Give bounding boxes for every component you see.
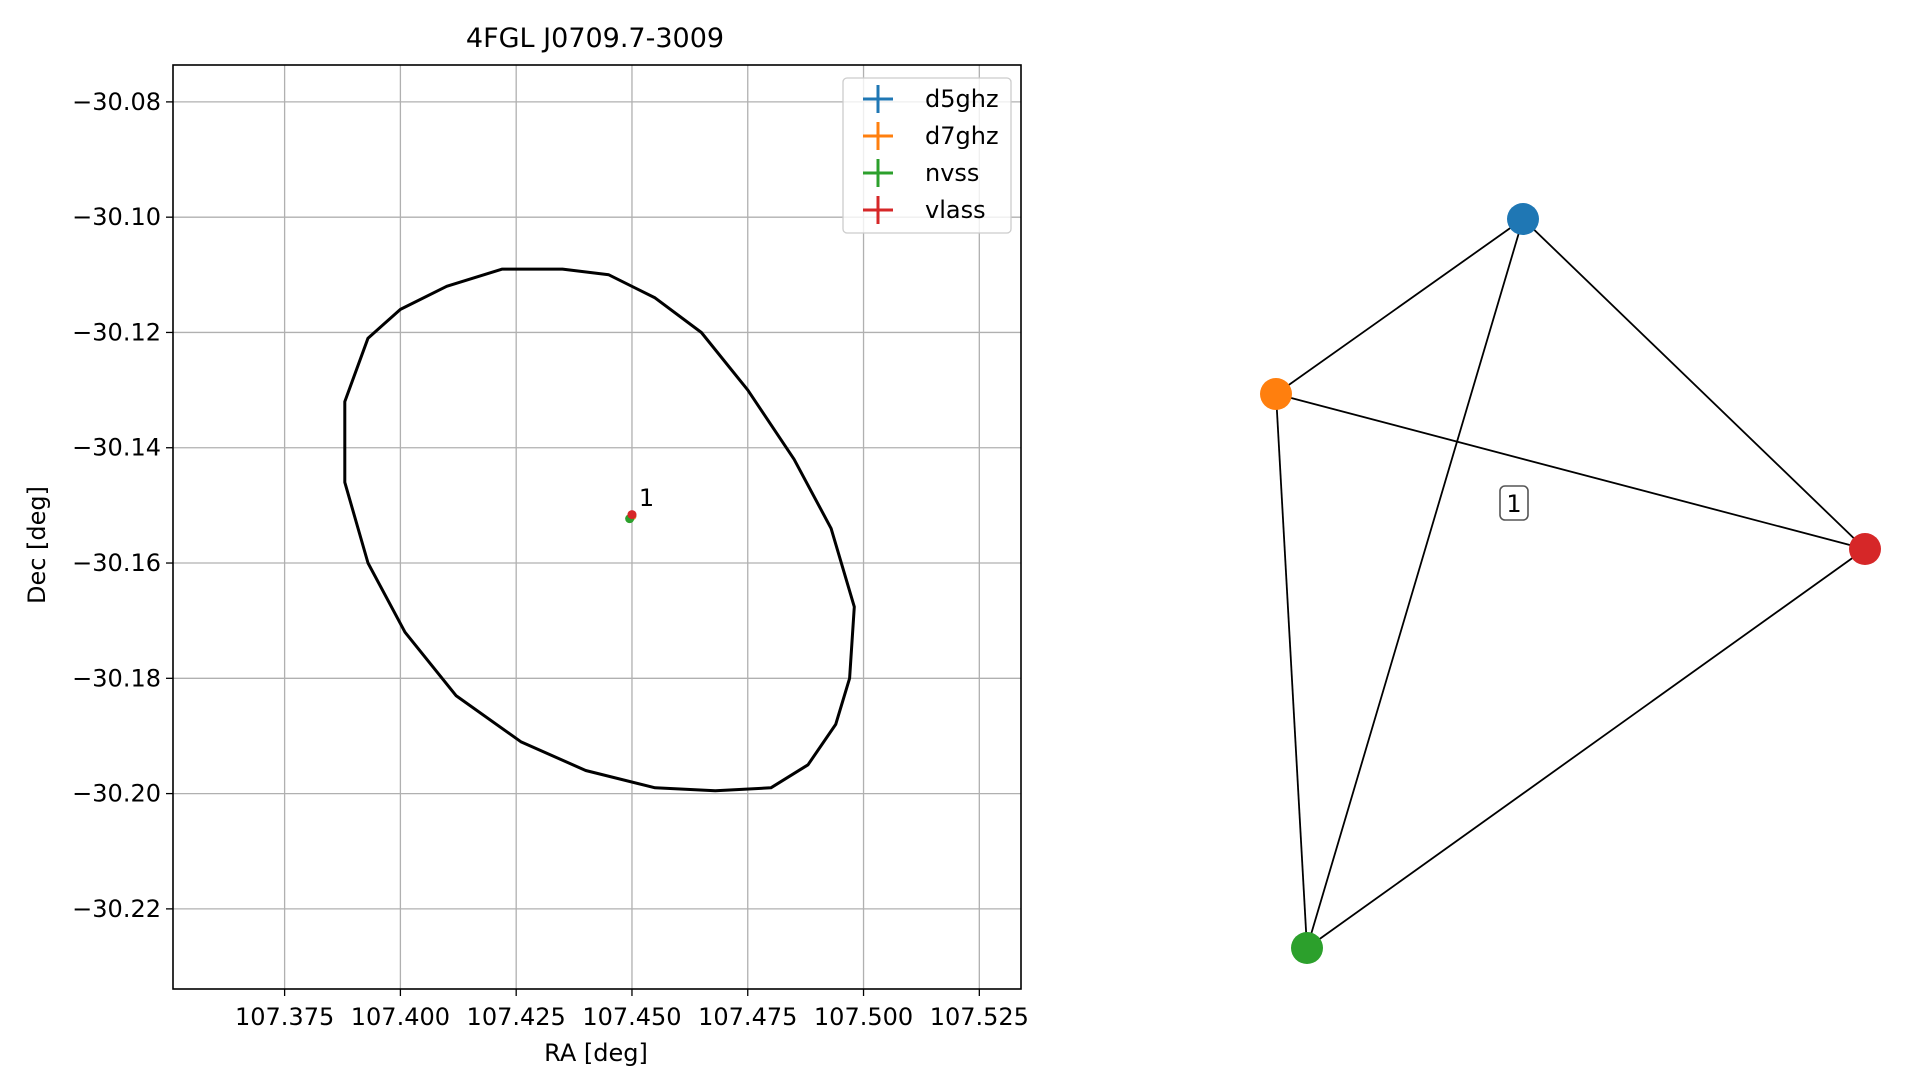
legend-label: nvss bbox=[925, 159, 979, 187]
graph-edge-d5ghz-d7ghz bbox=[1275, 218, 1524, 395]
x-axis-label: RA [deg] bbox=[544, 1039, 648, 1067]
y-axis-ticks: −30.08 −30.10 −30.12 −30.14 −30.16 −30.18 −30.… bbox=[72, 88, 173, 923]
sky-plot-panel: 1 107.375 107.400 107.425 107.450 107.475 107… bbox=[23, 23, 1029, 1067]
source-points-layer bbox=[625, 510, 637, 524]
graph-node-d5ghz bbox=[1507, 203, 1539, 235]
y-tick-label: −30.12 bbox=[72, 318, 161, 346]
graph-group-label-text: 1 bbox=[1506, 490, 1521, 518]
error-ellipse bbox=[343, 267, 856, 793]
chart-title: 4FGL J0709.7-3009 bbox=[466, 23, 724, 54]
grid-lines bbox=[173, 65, 1021, 989]
y-axis-label: Dec [deg] bbox=[23, 486, 51, 604]
legend: d5ghz d7ghz nvss vlass bbox=[842, 77, 1012, 234]
network-graph-panel: 1 bbox=[1260, 203, 1881, 964]
y-tick-label: −30.10 bbox=[72, 203, 161, 231]
legend-label: d7ghz bbox=[925, 122, 999, 150]
graph-edge-d5ghz-vlass bbox=[1522, 218, 1866, 550]
graph-node-vlass bbox=[1849, 533, 1881, 565]
x-tick-label: 107.525 bbox=[930, 1003, 1029, 1031]
y-tick-label: −30.08 bbox=[72, 88, 161, 116]
graph-group-label: 1 bbox=[1499, 485, 1529, 521]
y-tick-label: −30.14 bbox=[72, 434, 161, 462]
x-tick-label: 107.375 bbox=[235, 1003, 334, 1031]
axes-frame bbox=[172, 64, 1022, 990]
graph-nodes bbox=[1260, 203, 1881, 964]
y-tick-label: −30.22 bbox=[72, 895, 161, 923]
graph-edges bbox=[1275, 218, 1866, 949]
y-tick-label: −30.16 bbox=[72, 549, 161, 577]
legend-entry-vlass: vlass bbox=[863, 196, 986, 224]
graph-edge-d7ghz-vlass bbox=[1275, 393, 1866, 550]
graph-node-d7ghz bbox=[1260, 378, 1292, 410]
legend-entry-nvss: nvss bbox=[863, 159, 979, 187]
graph-node-nvss bbox=[1291, 932, 1323, 964]
graph-edge-d7ghz-nvss bbox=[1275, 393, 1308, 949]
legend-entry-d7ghz: d7ghz bbox=[863, 122, 999, 150]
x-tick-label: 107.500 bbox=[814, 1003, 913, 1031]
legend-label: vlass bbox=[925, 196, 986, 224]
x-tick-label: 107.475 bbox=[698, 1003, 797, 1031]
x-axis-ticks: 107.375 107.400 107.425 107.450 107.475 107.5… bbox=[235, 989, 1029, 1031]
x-tick-label: 107.400 bbox=[351, 1003, 450, 1031]
legend-box bbox=[842, 77, 1012, 234]
error-ellipse-layer bbox=[343, 267, 856, 793]
legend-entry-d5ghz: d5ghz bbox=[863, 85, 999, 113]
graph-group-label-box bbox=[1499, 485, 1529, 521]
source-point-vlass bbox=[627, 510, 637, 520]
y-tick-label: −30.20 bbox=[72, 780, 161, 808]
x-tick-label: 107.425 bbox=[467, 1003, 566, 1031]
graph-edge-d5ghz-nvss bbox=[1306, 218, 1524, 949]
legend-label: d5ghz bbox=[925, 85, 999, 113]
y-tick-label: −30.18 bbox=[72, 664, 161, 692]
x-tick-label: 107.450 bbox=[582, 1003, 681, 1031]
annotation-layer: 1 bbox=[639, 484, 654, 512]
source-annotation: 1 bbox=[639, 484, 654, 512]
graph-edge-nvss-vlass bbox=[1306, 548, 1866, 949]
